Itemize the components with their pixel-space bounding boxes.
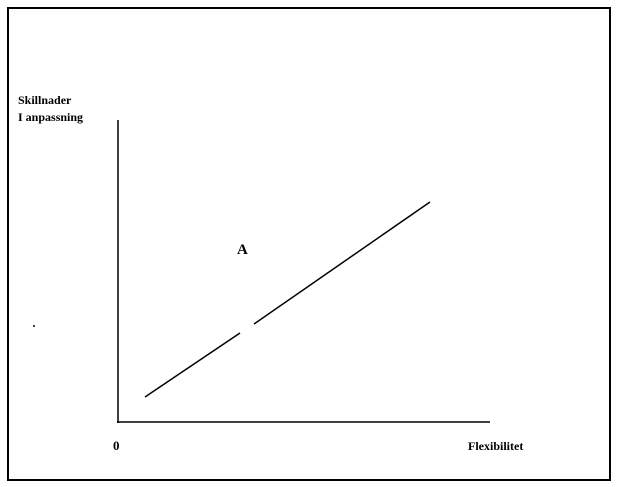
frame: [7, 7, 611, 481]
y-axis-label: Skillnader: [18, 93, 72, 107]
y-axis-label: I anpassning: [18, 110, 83, 124]
trend-line: [253, 201, 431, 325]
speck: [33, 325, 35, 327]
annotation: A: [237, 242, 248, 258]
origin-label: 0: [113, 438, 120, 453]
x-axis-label: Flexibilitet: [468, 439, 523, 453]
trend-line: [144, 332, 241, 398]
